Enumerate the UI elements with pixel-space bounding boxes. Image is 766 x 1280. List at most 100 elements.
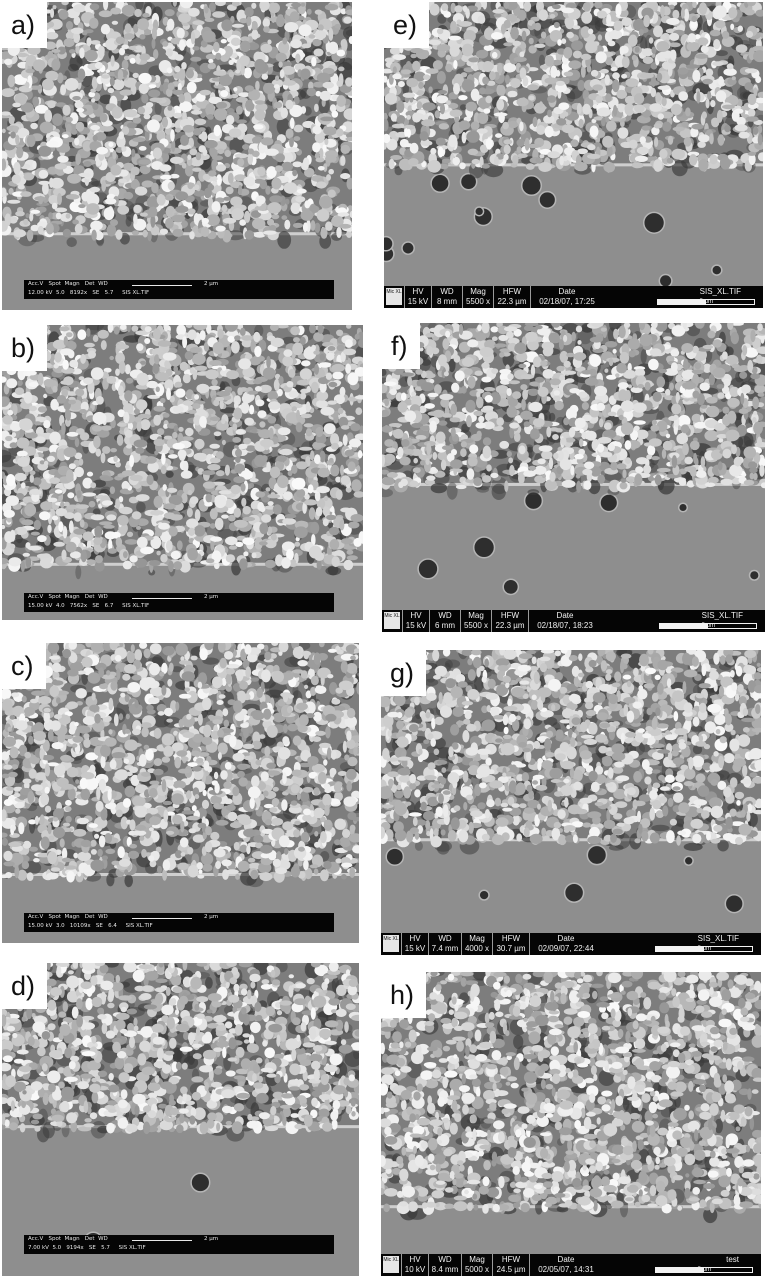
date-value: 02/18/07, 17:25: [539, 297, 595, 306]
wd-header: WD: [438, 611, 452, 620]
panel-label: g): [381, 650, 427, 696]
scale-label: 2 μm: [204, 281, 219, 287]
panel-label: e): [384, 2, 430, 48]
file-name: SIS_XL.TIF: [699, 287, 741, 296]
micrograph-texture: [382, 323, 765, 632]
scale-bar: [132, 598, 192, 599]
scale-bar: [659, 623, 757, 629]
wd-value: 8 mm: [437, 297, 457, 306]
scale-label: 2 μm: [204, 594, 219, 600]
scale-label: 5 μm: [699, 299, 713, 305]
sem-panel-c: c) Acc.V Spot Magn Det WD 15.00 kV 3.0 1…: [2, 643, 359, 943]
panel-label: a): [2, 2, 48, 48]
bar-headers: Acc.V Spot Magn Det WD: [28, 914, 108, 920]
info-bar: Mic XL HV 15 kV WD 6 mm Mag 5500 x HFW 22.3 …: [382, 610, 765, 632]
bar-values: 15.00 kV 3.0 10109x SE 6.4 SIS XL.TIF: [28, 923, 153, 929]
file-name: SIS_XL.TIF: [701, 611, 743, 620]
info-bar: Mic XL HV 10 kV WD 8.4 mm Mag 5000 x HFW 24.…: [381, 1254, 761, 1276]
sem-panel-f: f) Mic XL HV 15 kV WD 6 mm Mag 5500 x HFW 22…: [382, 323, 765, 632]
instrument-logo: Mic XL: [383, 935, 399, 952]
instrument-logo: Mic XL: [383, 1256, 399, 1273]
hv-value: 15 kV: [404, 944, 426, 953]
date-value: 02/18/07, 18:23: [537, 621, 593, 630]
scale-label: 5 μm: [697, 1267, 711, 1273]
file-name: test: [726, 1255, 739, 1264]
scale-bar: [655, 1267, 753, 1273]
wd-value: 8.4 mm: [431, 1265, 459, 1274]
hfw-value: 24.5 µm: [496, 1265, 526, 1274]
mag-value: 5000 x: [464, 1265, 490, 1274]
bar-headers: Acc.V Spot Magn Det WD: [28, 1236, 108, 1242]
hfw-header: HFW: [502, 287, 522, 296]
wd-value: 7.4 mm: [431, 944, 459, 953]
info-bar: Mic XL HV 15 kV WD 8 mm Mag 5500 x HFW 22.3 …: [384, 286, 763, 308]
hv-header: HV: [412, 287, 424, 296]
mag-value: 5500 x: [465, 297, 491, 306]
hv-value: 15 kV: [407, 297, 429, 306]
sem-panel-b: b) Acc.V Spot Magn Det WD 15.00 kV 4.0 7…: [2, 325, 363, 620]
mag-header: Mag: [468, 611, 484, 620]
hv-value: 10 kV: [404, 1265, 426, 1274]
hv-header: HV: [410, 611, 422, 620]
info-bar: Mic XL HV 15 kV WD 7.4 mm Mag 4000 x HFW 30.…: [381, 933, 761, 955]
panel-label: d): [2, 963, 48, 1009]
hfw-header: HFW: [501, 1255, 521, 1264]
sem-panel-a: a) Acc.V Spot Magn Det WD 12.00 kV 5.0 8…: [2, 2, 352, 310]
hv-header: HV: [409, 934, 421, 943]
sem-panel-g: g) Mic XL HV 15 kV WD 7.4 mm Mag 4000 x HFW…: [381, 650, 761, 955]
mag-value: 5500 x: [463, 621, 489, 630]
date-header: Date: [557, 934, 575, 943]
sem-panel-e: e) Mic XL HV 15 kV WD 8 mm Mag 5500 x HFW 22…: [384, 2, 763, 308]
wd-header: WD: [438, 1255, 452, 1264]
panel-label: c): [2, 643, 46, 689]
bar-headers: Acc.V Spot Magn Det WD: [28, 281, 108, 287]
info-bar: Acc.V Spot Magn Det WD 15.00 kV 4.0 7562…: [24, 593, 334, 612]
wd-header: WD: [438, 934, 452, 943]
scale-bar: [132, 285, 192, 286]
wd-value: 6 mm: [435, 621, 455, 630]
micrograph-texture: [381, 972, 761, 1276]
bar-headers: Acc.V Spot Magn Det WD: [28, 594, 108, 600]
date-header: Date: [558, 287, 576, 296]
scale-label: 5 μm: [697, 946, 711, 952]
mag-header: Mag: [470, 287, 486, 296]
file-name: SIS_XL.TIF: [697, 934, 739, 943]
mag-value: 4000 x: [464, 944, 490, 953]
micrograph-texture: [384, 2, 763, 308]
hv-header: HV: [409, 1255, 421, 1264]
panel-label: f): [382, 323, 420, 369]
scale-bar: [132, 918, 192, 919]
wd-header: WD: [440, 287, 454, 296]
date-header: Date: [556, 611, 574, 620]
bar-values: 7.00 kV 5.0 9194x SE 5.7 SIS XL.TIF: [28, 1245, 146, 1251]
mag-header: Mag: [469, 1255, 485, 1264]
micrograph-texture: [2, 643, 359, 943]
date-value: 02/09/07, 22:44: [538, 944, 594, 953]
panel-label: h): [381, 972, 427, 1018]
hfw-value: 22.3 µm: [497, 297, 527, 306]
scale-label: 2 μm: [204, 1236, 219, 1242]
sem-panel-d: d) Acc.V Spot Magn Det WD 7.00 kV 5.0 91…: [2, 963, 359, 1276]
scale-bar: [132, 1240, 192, 1241]
scale-bar: [655, 946, 753, 952]
bar-values: 15.00 kV 4.0 7562x SE 6.7 SIS XL.TIF: [28, 603, 150, 609]
hv-value: 15 kV: [405, 621, 427, 630]
hfw-header: HFW: [501, 934, 521, 943]
instrument-logo: Mic XL: [386, 288, 402, 305]
bar-values: 12.00 kV 5.0 8192x SE 5.7 SIS XL.TIF: [28, 290, 150, 296]
micrograph-texture: [381, 650, 761, 955]
sem-panel-h: h) Mic XL HV 10 kV WD 8.4 mm Mag 5000 x HFW…: [381, 972, 761, 1276]
micrograph-texture: [2, 963, 359, 1276]
scale-bar: [657, 299, 755, 305]
micrograph-texture: [2, 2, 352, 310]
scale-label: 2 μm: [204, 914, 219, 920]
date-header: Date: [557, 1255, 575, 1264]
info-bar: Acc.V Spot Magn Det WD 7.00 kV 5.0 9194x…: [24, 1235, 334, 1254]
hfw-value: 30.7 µm: [496, 944, 526, 953]
date-value: 02/05/07, 14:31: [538, 1265, 594, 1274]
scale-label: 5 μm: [701, 623, 715, 629]
micrograph-texture: [2, 325, 363, 620]
panel-label: b): [2, 325, 48, 371]
info-bar: Acc.V Spot Magn Det WD 15.00 kV 3.0 1010…: [24, 913, 334, 932]
hfw-header: HFW: [500, 611, 520, 620]
